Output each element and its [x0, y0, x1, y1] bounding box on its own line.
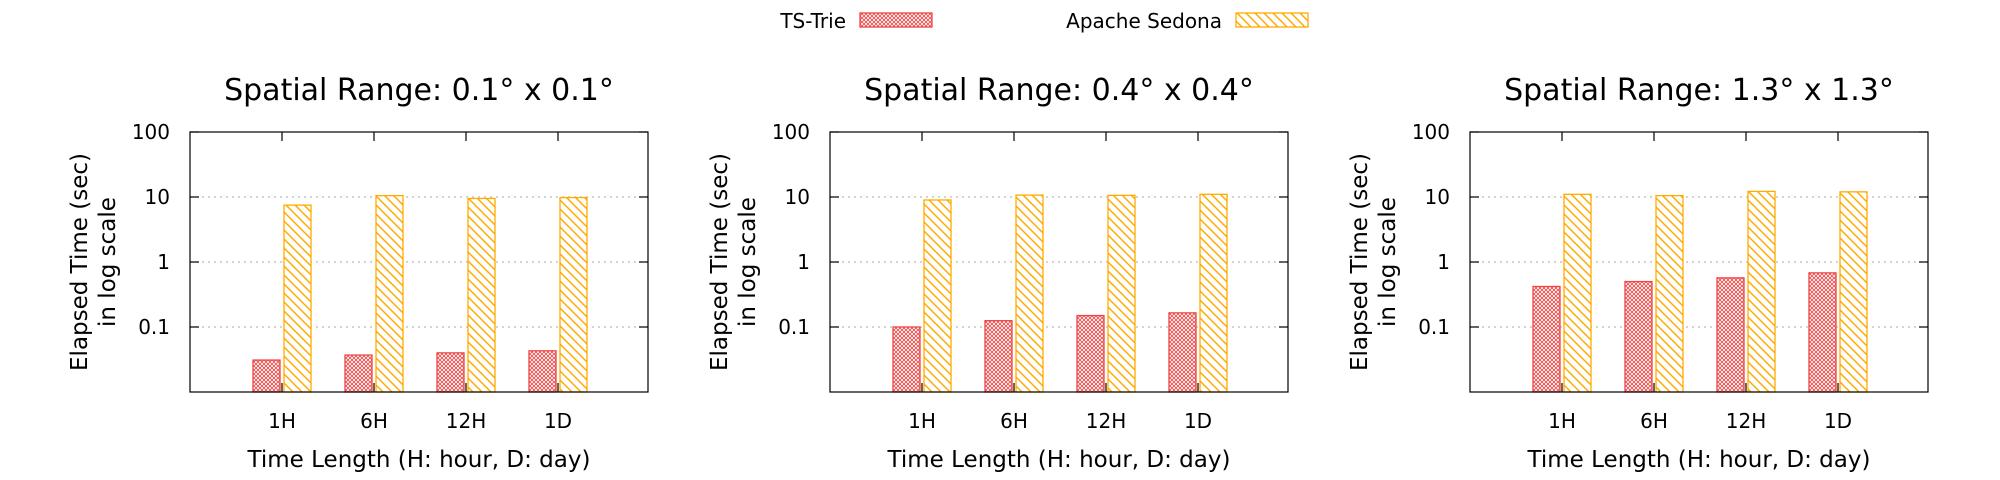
legend-entry-apache-sedona: Apache Sedona: [1066, 9, 1309, 33]
y-axis-label-line-1: Elapsed Time (sec): [1347, 153, 1373, 371]
x-tick-label: 1H: [1548, 409, 1576, 433]
x-tick-label: 1D: [1824, 409, 1852, 433]
x-axis-label: Time Length (H: hour, D: day): [887, 447, 1231, 473]
bar-apache-sedona-1h: [283, 204, 312, 393]
y-tick-label: 10: [785, 185, 810, 209]
legend-label-ts-trie: TS-Trie: [779, 9, 846, 33]
bar-apache-sedona-1h: [923, 199, 952, 393]
x-tick-label: 12H: [1086, 409, 1127, 433]
legend-label-apache-sedona: Apache Sedona: [1066, 9, 1222, 33]
bar-ts-trie-1h: [1532, 285, 1561, 393]
y-tick-label: 1: [157, 250, 170, 274]
bar-ts-trie-12h: [436, 352, 465, 393]
chart-panel-3: Spatial Range: 1.3° x 1.3° 0.1 1 10 100 1H 6H 1…: [1347, 73, 1929, 473]
legend: TS-Trie Apache Sedona: [779, 9, 1309, 33]
chart-panel-1: Spatial Range: 0.1° x 0.1° 0.1 1 10 100 1H 6H 1…: [67, 73, 649, 473]
y-tick-label: 100: [132, 120, 170, 144]
chart-title: Spatial Range: 0.1° x 0.1°: [224, 73, 614, 108]
bar-apache-sedona-12h: [467, 197, 496, 393]
legend-swatch-apache-sedona: [1235, 12, 1309, 28]
y-tick-label: 0.1: [1418, 315, 1450, 339]
x-tick-label: 6H: [1000, 409, 1028, 433]
y-tick-label: 0.1: [778, 315, 810, 339]
bar-ts-trie-12h: [1076, 314, 1105, 393]
x-tick-label: 12H: [1726, 409, 1767, 433]
y-tick-label: 0.1: [138, 315, 170, 339]
bar-ts-trie-1d: [528, 350, 557, 393]
bar-apache-sedona-12h: [1107, 194, 1136, 393]
bar-ts-trie-12h: [1716, 277, 1745, 393]
y-axis-label-line-2: in log scale: [735, 197, 761, 327]
chart-panel-2: Spatial Range: 0.4° x 0.4° 0.1 1 10 100 1H 6H 1…: [707, 73, 1289, 473]
y-axis-label-line-1: Elapsed Time (sec): [707, 153, 733, 371]
bar-apache-sedona-6h: [1015, 194, 1044, 393]
bar-ts-trie-6h: [984, 320, 1013, 393]
legend-entry-ts-trie: TS-Trie: [779, 9, 933, 33]
bar-apache-sedona-1d: [1199, 193, 1228, 393]
x-tick-label: 6H: [360, 409, 388, 433]
y-tick-label: 1: [1437, 250, 1450, 274]
chart-title: Spatial Range: 0.4° x 0.4°: [864, 73, 1254, 108]
bar-ts-trie-1h: [252, 359, 281, 393]
x-axis-label: Time Length (H: hour, D: day): [1527, 447, 1871, 473]
x-tick-label: 1D: [544, 409, 572, 433]
x-tick-label: 1D: [1184, 409, 1212, 433]
bar-apache-sedona-6h: [375, 194, 404, 393]
x-tick-label: 6H: [1640, 409, 1668, 433]
y-tick-label: 10: [1425, 185, 1450, 209]
y-tick-label: 1: [797, 250, 810, 274]
chart-title: Spatial Range: 1.3° x 1.3°: [1504, 73, 1894, 108]
bar-ts-trie-6h: [1624, 280, 1653, 393]
bar-apache-sedona-1d: [559, 196, 588, 393]
x-tick-label: 1H: [908, 409, 936, 433]
legend-swatch-ts-trie: [859, 12, 933, 28]
x-tick-label: 1H: [268, 409, 296, 433]
y-axis-label-line-2: in log scale: [95, 197, 121, 327]
bar-apache-sedona-1d: [1839, 191, 1868, 393]
x-tick-label: 12H: [446, 409, 487, 433]
bar-apache-sedona-12h: [1747, 190, 1776, 393]
bar-apache-sedona-1h: [1563, 193, 1592, 393]
bar-ts-trie-6h: [344, 354, 373, 393]
bar-ts-trie-1d: [1168, 312, 1197, 393]
y-axis-label-line-2: in log scale: [1375, 197, 1401, 327]
y-tick-label: 100: [772, 120, 810, 144]
bar-apache-sedona-6h: [1655, 194, 1684, 393]
x-axis-label: Time Length (H: hour, D: day): [247, 447, 591, 473]
y-tick-label: 10: [145, 185, 170, 209]
bar-ts-trie-1h: [892, 326, 921, 393]
y-tick-label: 100: [1412, 120, 1450, 144]
bar-ts-trie-1d: [1808, 272, 1837, 393]
y-axis-label-line-1: Elapsed Time (sec): [67, 153, 93, 371]
